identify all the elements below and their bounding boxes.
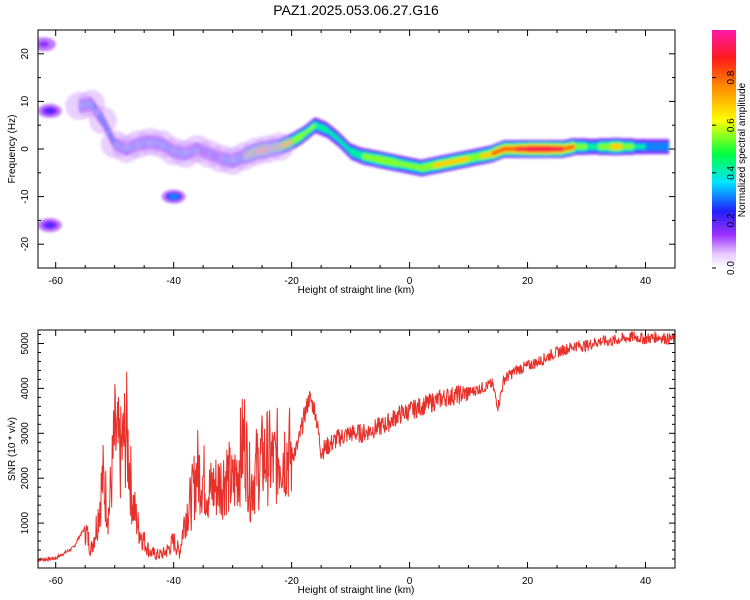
spectrogram-ridge-segment xyxy=(633,144,646,149)
spectrogram-x-label: Height of straight line (km) xyxy=(298,285,415,296)
spectrogram-ridge-segment xyxy=(327,127,339,142)
snr-content xyxy=(38,330,675,563)
snr-panel: -60 -40 -20 0 20 40 1000 2000 3000 4000 5000 Heig… xyxy=(7,329,676,596)
spectrogram-ridge-segment xyxy=(551,147,563,151)
x-tick-label: 0 xyxy=(407,276,413,287)
snr-series-line xyxy=(38,330,675,563)
spectrogram-blob xyxy=(38,41,49,48)
spectrogram-ridge-segment xyxy=(527,146,540,152)
spectrogram-ridge-segment xyxy=(291,131,304,145)
spectrogram-ridge-segment xyxy=(444,158,457,166)
spectrogram-ridge-segment xyxy=(657,142,670,151)
spectrogram-ridge-segment xyxy=(409,163,422,171)
y-tick-label: 4000 xyxy=(20,377,31,400)
spectrogram-ridge-segment xyxy=(433,160,445,168)
spectrogram-ridge-segment xyxy=(350,147,363,160)
spectrogram-ridge-segment xyxy=(539,146,552,152)
y-tick-label: 10 xyxy=(20,95,31,107)
x-tick-label: 20 xyxy=(522,276,534,287)
spectrogram-ridge-segment xyxy=(385,157,398,167)
snr-frame xyxy=(37,329,676,569)
y-tick-label: 3000 xyxy=(20,422,31,445)
colorbar-tick-label: 0.6 xyxy=(726,118,737,132)
x-tick-label: 40 xyxy=(640,576,652,587)
snr-y-label: SNR (10 * v/v) xyxy=(7,417,18,481)
x-tick-label: -20 xyxy=(284,276,299,287)
spectrogram-ridge-segment xyxy=(645,142,658,151)
spectrogram-ridge-segment xyxy=(374,155,386,165)
spectrogram-haze xyxy=(265,132,294,161)
colorbar: 0.0 0.2 0.4 0.6 0.8 Normalized spectral ampl… xyxy=(712,30,748,275)
spectrogram-ridge-segment xyxy=(338,137,351,154)
spectrogram-blob xyxy=(168,193,179,200)
x-tick-label: -20 xyxy=(284,576,299,587)
spectrogram-ridge-segment xyxy=(562,144,575,151)
x-tick-label: -40 xyxy=(166,576,181,587)
x-tick-label: -60 xyxy=(48,276,63,287)
spectrogram-ridge-segment xyxy=(421,162,434,172)
spectrogram-ridge-segment xyxy=(621,144,634,150)
colorbar-tick-label: 0.0 xyxy=(726,261,737,275)
spectrogram-ridge-segment xyxy=(468,152,481,162)
spectrogram-ridge-segment xyxy=(492,146,504,156)
y-tick-label: 0 xyxy=(20,146,31,152)
y-tick-label: 5000 xyxy=(20,332,31,355)
snr-x-ticks: -60 -40 -20 0 20 40 xyxy=(48,330,676,587)
y-tick-label: 2000 xyxy=(20,467,31,490)
colorbar-tick-label: 0.4 xyxy=(726,165,737,179)
y-tick-label: 1000 xyxy=(20,512,31,535)
spectrogram-y-label: Frequency (Hz) xyxy=(7,115,18,184)
spectrogram-blob xyxy=(44,107,55,114)
figure-title: PAZ1.2025.053.06.27.G16 xyxy=(273,2,439,18)
spectrogram-ridge-segment xyxy=(362,153,375,162)
spectrogram-x-ticks: -60 -40 -20 0 20 40 xyxy=(48,30,676,287)
spectrogram-ridge-segment xyxy=(480,151,493,159)
spectrogram-ridge-segment xyxy=(586,143,599,150)
y-tick-label: -20 xyxy=(20,237,31,252)
spectrogram-ridge-segment xyxy=(303,123,316,137)
spectrogram-ridge-segment xyxy=(610,144,622,150)
colorbar-label: Normalized spectral amplitude xyxy=(737,82,748,217)
spectrogram-ridge-segment xyxy=(315,122,328,133)
x-tick-label: -60 xyxy=(48,576,63,587)
spectrogram-ridge-segment xyxy=(456,156,469,164)
colorbar-ticks: 0.0 0.2 0.4 0.6 0.8 xyxy=(712,70,737,275)
y-tick-label: -10 xyxy=(20,189,31,204)
colorbar-tick-label: 0.8 xyxy=(726,70,737,84)
spectrogram-ridge-segment xyxy=(574,144,587,150)
spectrogram-ridge-segment xyxy=(598,143,611,150)
y-tick-label: 20 xyxy=(20,48,31,60)
spectrogram-ridge-segment xyxy=(397,160,410,169)
x-tick-label: 40 xyxy=(640,276,652,287)
spectrogram-y-ticks: -20 -10 0 10 20 xyxy=(20,29,675,269)
x-tick-label: 0 xyxy=(407,576,413,587)
spectrogram-panel: -60 -40 -20 0 20 40 -20 -10 0 10 20 Height of str… xyxy=(7,29,676,296)
spectrogram-content xyxy=(38,37,670,233)
x-tick-label: 20 xyxy=(522,576,534,587)
colorbar-gradient xyxy=(712,30,736,268)
spectrogram-blob xyxy=(44,222,55,229)
spectrogram-ridge-segment xyxy=(503,146,516,152)
spectrogram-haze xyxy=(88,106,117,135)
snr-x-label: Height of straight line (km) xyxy=(298,585,415,596)
colorbar-tick-label: 0.2 xyxy=(726,213,737,227)
x-tick-label: -40 xyxy=(166,276,181,287)
spectrogram-ridge-segment xyxy=(515,147,528,151)
snr-y-ticks: 1000 2000 3000 4000 5000 xyxy=(20,332,675,569)
